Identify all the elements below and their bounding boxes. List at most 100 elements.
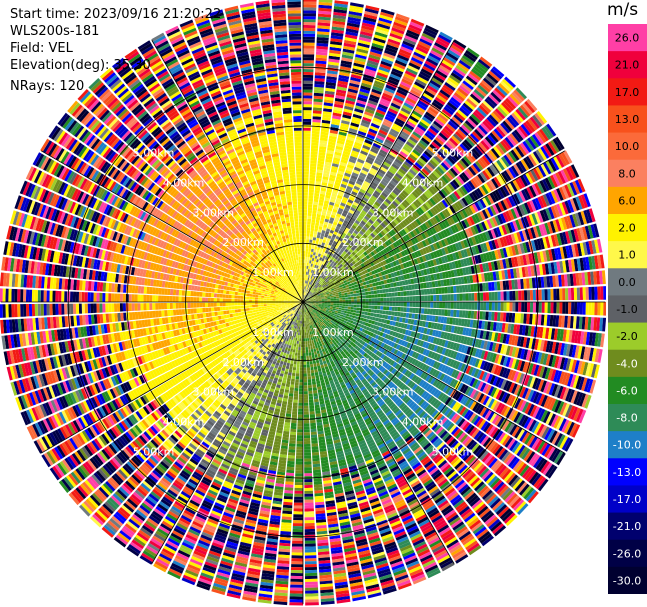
velocity-gate [350,174,358,180]
velocity-gate [413,107,424,116]
velocity-gate [326,286,331,290]
velocity-gate [468,293,472,301]
velocity-gate [394,187,402,194]
velocity-gate [336,176,343,181]
velocity-gate [478,222,485,232]
velocity-gate [493,146,503,157]
velocity-gate [330,236,335,241]
velocity-gate [331,163,339,168]
velocity-gate [326,76,337,81]
velocity-gate [357,276,362,281]
velocity-gate [353,293,357,297]
velocity-gate [361,209,367,216]
velocity-gate [413,210,420,218]
velocity-gate [372,117,383,124]
velocity-gate [369,94,380,101]
velocity-gate [321,297,325,299]
velocity-gate [380,230,386,236]
velocity-gate [312,110,322,114]
velocity-gate [393,209,400,217]
velocity-gate [360,122,370,128]
velocity-gate [370,309,375,313]
velocity-gate [303,256,305,260]
velocity-gate [382,211,389,218]
velocity-gate [433,194,441,202]
velocity-gate [437,150,446,159]
velocity-gate [324,161,332,166]
velocity-gate [344,144,353,150]
velocity-gate [482,170,491,181]
velocity-gate [316,234,321,239]
velocity-gate [427,209,434,218]
velocity-gate [463,52,477,63]
velocity-gate [372,244,378,249]
velocity-gate [328,141,336,146]
velocity-gate [476,187,484,198]
velocity-gate [324,299,328,301]
velocity-gate [314,225,319,229]
velocity-gate [533,226,539,238]
velocity-gate [427,127,438,136]
velocity-gate [307,281,310,285]
velocity-gate [491,240,497,250]
velocity-gate [318,289,322,292]
velocity-gate [502,185,510,196]
velocity-gate [544,222,551,235]
velocity-gate [382,177,390,185]
velocity-gate [347,260,352,264]
velocity-gate [328,138,337,143]
velocity-gate [326,79,337,84]
velocity-gate [342,222,347,227]
velocity-gate [305,280,308,284]
velocity-gate [329,266,333,271]
velocity-gate [438,34,452,44]
velocity-gate [545,249,551,262]
velocity-gate [486,181,494,192]
velocity-gate [361,82,372,89]
velocity-gate [508,151,518,163]
velocity-gate [337,80,348,86]
velocity-gate [472,177,481,187]
velocity-gate [350,234,355,240]
velocity-gate [491,178,499,189]
velocity-gate [416,76,429,84]
velocity-gate [325,240,330,245]
velocity-gate [324,197,330,202]
velocity-gate [375,273,380,278]
velocity-gate [466,117,477,128]
velocity-gate [352,68,364,74]
velocity-gate [367,172,375,179]
velocity-gate [403,227,410,234]
velocity-gate [381,163,389,170]
velocity-gate [369,125,379,132]
velocity-gate [315,285,319,289]
velocity-gate [334,277,339,281]
velocity-gate [434,72,446,81]
velocity-gate [382,92,393,100]
velocity-gate [361,119,371,125]
velocity-gate [534,197,542,210]
velocity-gate [574,243,580,257]
velocity-gate [340,225,346,230]
velocity-gate [335,284,339,287]
velocity-gate [500,302,504,311]
velocity-gate [468,166,477,176]
velocity-gate [392,24,406,32]
velocity-gate [303,159,310,163]
velocity-gate [415,105,426,114]
velocity-gate [521,230,528,241]
velocity-gate [499,248,505,259]
velocity-gate [393,62,406,70]
velocity-gate [338,307,342,310]
velocity-gate [521,266,526,278]
velocity-gate [329,292,333,295]
velocity-gate [394,158,403,165]
velocity-gate [312,298,316,300]
velocity-gate [474,245,480,255]
velocity-gate [433,295,437,301]
velocity-gate [474,109,486,120]
velocity-gate [432,216,439,225]
velocity-gate [405,285,410,291]
velocity-gate [307,260,310,264]
velocity-gate [454,177,463,187]
